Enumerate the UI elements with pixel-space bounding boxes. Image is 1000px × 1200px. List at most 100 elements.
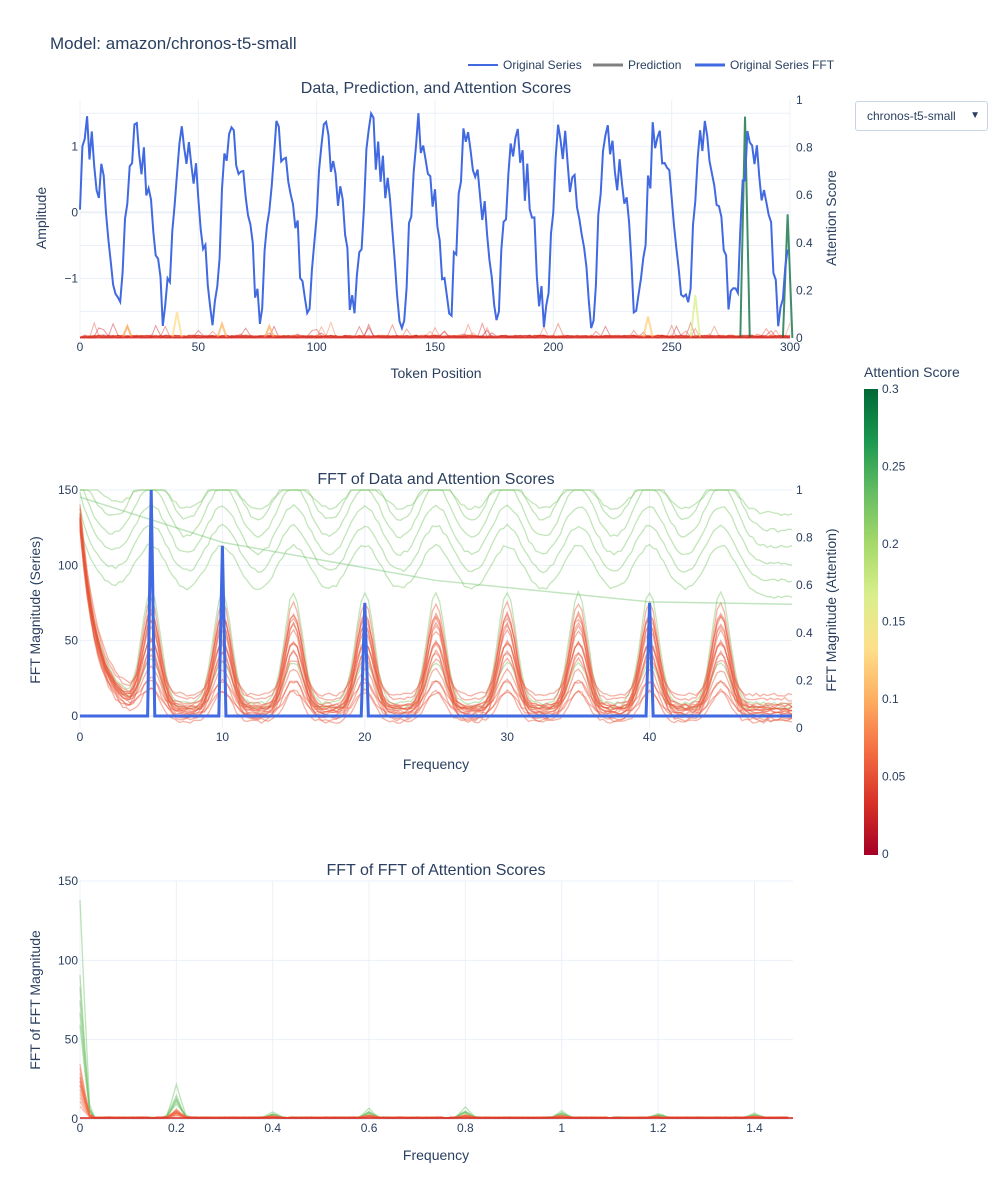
y2-tick-label: 0 [796, 721, 803, 735]
attention-fft-trace [79, 526, 793, 600]
y-tick-label: 100 [58, 558, 78, 572]
x-tick-label: 50 [192, 340, 206, 354]
x-axis-title: Frequency [403, 1147, 469, 1163]
x-tick-label: 0 [77, 1121, 84, 1135]
attention-fft-trace [79, 518, 793, 711]
attention-fft-trace [79, 513, 793, 707]
colorbar-ticks: 0 0.05 0.1 0.15 0.2 0.25 0.3 [882, 382, 906, 861]
chart-title: FFT of Data and Attention Scores [317, 471, 554, 488]
fft-of-fft-trace [79, 1077, 789, 1119]
x-tick-label: 1 [558, 1121, 565, 1135]
colorbar: Attention Score 0 0.05 0.1 0.15 0.2 0.25 0.3 [864, 364, 960, 861]
attention-fft-trace [79, 514, 793, 709]
y-axis-title: FFT of FFT Magnitude [27, 930, 43, 1070]
fft-of-fft-trace [79, 1067, 789, 1119]
attention-spike [689, 295, 702, 339]
legend-item-original-series-fft[interactable]: Original Series FFT [695, 58, 835, 72]
y2-tick-label: 0.2 [796, 673, 813, 687]
x-tick-label: 0.4 [264, 1121, 281, 1135]
y-axis-title: Amplitude [33, 187, 49, 249]
colorbar-tick-label: 0.25 [882, 460, 906, 474]
x-tick-label: 0 [77, 730, 84, 744]
dropdown-selected-label: chronos-t5-small [867, 109, 956, 123]
tick-labels: 0 50 100 150 200 250 300 −1 0 1 0 0.2 0.4 0.6 0.8 1 [64, 93, 813, 354]
attention-spike [739, 116, 751, 339]
fft-of-fft-trace [79, 900, 789, 1119]
grid [79, 489, 792, 728]
chart-data-prediction-attention: Data, Prediction, and Attention Scores 0… [33, 80, 839, 381]
x-tick-label: 0 [77, 340, 84, 354]
legend-item-original-series[interactable]: Original Series [468, 58, 582, 72]
attention-spike [642, 316, 654, 339]
attention-fft-trace [79, 518, 793, 712]
chart-title: FFT of FFT of Attention Scores [326, 862, 545, 879]
model-dropdown[interactable]: chronos-t5-small ▼ [855, 101, 988, 131]
attention-fft-trace [79, 520, 793, 713]
y2-tick-label: 0.4 [796, 236, 813, 250]
attention-fft-traces [79, 489, 793, 724]
x-tick-label: 0.8 [457, 1121, 474, 1135]
x-axis-title: Token Position [390, 365, 481, 381]
attention-fft-trace [79, 517, 793, 709]
y-tick-label: 0 [71, 709, 78, 723]
y-tick-label: 150 [58, 874, 78, 888]
x-tick-label: 0.6 [361, 1121, 378, 1135]
y-tick-label: 150 [58, 483, 78, 497]
triangle-down-icon: ▼ [970, 110, 980, 121]
x-tick-label: 30 [501, 730, 515, 744]
attention-fft-trace [79, 513, 793, 706]
legend-label: Original Series [503, 58, 582, 72]
chart-fft-data-attention: FFT of Data and Attention Scores 0 10 20 30… [27, 471, 839, 772]
y-tick-label: 50 [65, 1033, 79, 1047]
attention-trace [79, 321, 791, 339]
legend-item-prediction[interactable]: Prediction [593, 58, 681, 72]
colorbar-title: Attention Score [864, 364, 960, 380]
attention-fft-trace [79, 520, 793, 716]
colorbar-tick-label: 0.3 [882, 382, 899, 396]
y-tick-label: 0 [71, 1112, 78, 1126]
attention-spike [781, 214, 794, 339]
x-tick-label: 10 [216, 730, 230, 744]
colorbar-tick-label: 0.05 [882, 770, 906, 784]
fft-of-fft-trace [79, 1076, 789, 1119]
fft-of-fft-trace [79, 1081, 789, 1119]
y2-axis-title: FFT Magnitude (Attention) [823, 528, 839, 691]
attention-trace [79, 328, 791, 339]
tick-labels: 0 0.2 0.4 0.6 0.8 1 1.2 1.4 0 50 100 150 [58, 874, 763, 1135]
y2-tick-label: 0.8 [796, 531, 813, 545]
attention-fft-trace [79, 522, 793, 718]
attention-fft-trace [79, 504, 793, 698]
grid [79, 100, 791, 338]
y2-tick-label: 1 [796, 483, 803, 497]
y2-tick-label: 0.2 [796, 283, 813, 297]
y2-tick-label: 0.6 [796, 578, 813, 592]
attention-fft-trace [79, 520, 793, 714]
x-tick-label: 1.2 [650, 1121, 667, 1135]
y-tick-label: 0 [71, 205, 78, 219]
colorbar-tick-label: 0.1 [882, 692, 899, 706]
y-tick-label: 50 [65, 634, 79, 648]
colorbar-tick-label: 0.15 [882, 615, 906, 629]
x-tick-label: 1.4 [746, 1121, 763, 1135]
attention-spike [171, 311, 183, 339]
attention-fft-trace [79, 496, 793, 605]
y2-tick-label: 0.8 [796, 141, 813, 155]
legend-label: Prediction [628, 58, 681, 72]
attention-fft-trace [79, 522, 793, 716]
attention-spike [263, 323, 275, 339]
y-axis-title: FFT Magnitude (Series) [27, 536, 43, 684]
attention-fft-trace [80, 489, 793, 533]
x-tick-label: 20 [358, 730, 372, 744]
y2-tick-label: 1 [796, 93, 803, 107]
legend[interactable]: Original Series Prediction Original Seri… [468, 58, 835, 72]
original-series-line [79, 110, 789, 332]
attention-fft-trace [79, 530, 793, 724]
attention-fft-trace [79, 517, 793, 711]
fft-of-fft-trace [79, 975, 789, 1119]
original-series-fft-line [80, 489, 792, 718]
attention-spike [216, 320, 228, 339]
attention-fft-trace [79, 492, 793, 566]
attention-fft-trace [79, 508, 792, 702]
attention-trace [79, 321, 791, 339]
